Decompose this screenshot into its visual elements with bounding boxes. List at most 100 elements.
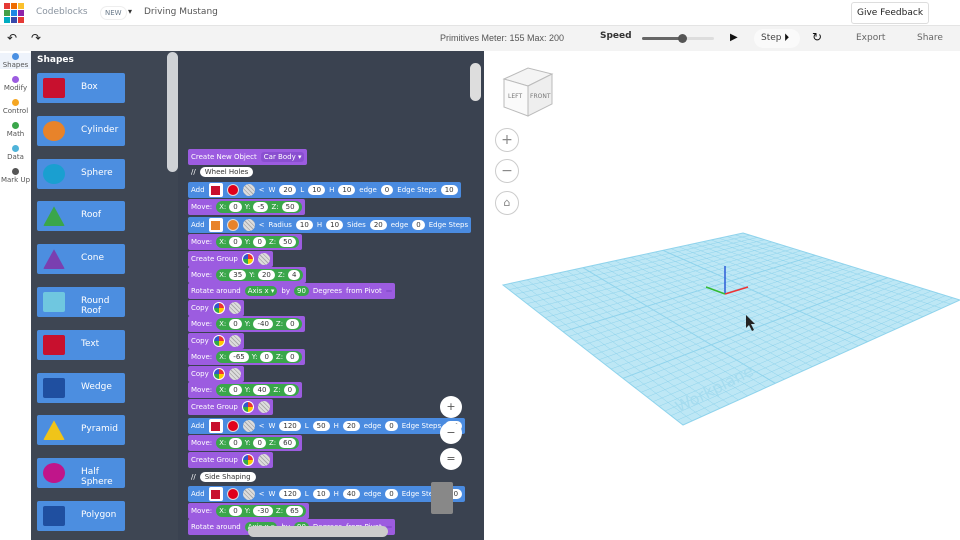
view-cube[interactable]: LEFT FRONT (502, 67, 554, 117)
coord-field[interactable]: -5 (253, 202, 269, 212)
shape-block-sphere[interactable]: Sphere (37, 158, 125, 189)
hole-toggle-icon[interactable] (228, 335, 241, 347)
shape-thumbnail-icon[interactable] (208, 419, 223, 433)
block-number-field[interactable]: 10 (312, 489, 330, 499)
hole-toggle-icon[interactable] (257, 401, 270, 413)
block-number-field[interactable]: 20 (369, 220, 387, 230)
redo-icon[interactable]: ↷ (31, 31, 42, 45)
category-modify[interactable]: Modify (0, 76, 31, 92)
tinkercad-logo[interactable] (4, 3, 24, 23)
block-number-field[interactable]: 50 (312, 421, 330, 431)
code-block[interactable]: Move: X: 0 Y: -40 Z: 0 (188, 316, 305, 332)
code-block[interactable]: Move: X: 35 Y: 20 Z: 4 (188, 267, 307, 283)
workspace-zoom-out-button[interactable]: − (440, 422, 462, 444)
color-swatch[interactable] (226, 488, 239, 500)
block-number-field[interactable]: 0 (385, 489, 398, 499)
block-number-field[interactable]: 10 (338, 185, 356, 195)
step-button[interactable]: Step ⏵ (754, 29, 800, 48)
code-block[interactable]: Move: X: 0 Y: -5 Z: 50 (188, 199, 305, 215)
give-feedback-button[interactable]: Give Feedback (851, 2, 929, 24)
view-zoom-out-button[interactable]: − (495, 159, 519, 183)
shape-thumbnail-icon[interactable] (208, 487, 223, 501)
coord-field[interactable]: 20 (257, 270, 275, 280)
flyout-scrollbar[interactable] (167, 52, 178, 172)
workspace-reset-zoom-button[interactable]: = (440, 448, 462, 470)
speed-knob[interactable] (677, 34, 687, 43)
coord-field[interactable]: 0 (229, 385, 242, 395)
block-number-field[interactable]: 10 (440, 185, 458, 195)
coord-field[interactable]: 0 (260, 352, 273, 362)
add-shape-block[interactable]: Add < W 20 L 10 H 10 edge 0 Edge Steps 10 (188, 182, 461, 198)
group-colors-icon[interactable] (241, 454, 254, 466)
code-workspace[interactable]: Create New Object Car Body ▾//Wheel Holes… (178, 51, 484, 540)
block-number-field[interactable]: 10 (445, 489, 463, 499)
block-number-field[interactable]: 10 (295, 220, 313, 230)
code-block[interactable]: Copy (188, 300, 244, 316)
category-shapes[interactable]: Shapes (0, 53, 31, 69)
undo-icon[interactable]: ↶ (7, 31, 18, 45)
project-title[interactable]: Driving Mustang (144, 7, 218, 17)
view-home-button[interactable]: ⌂ (495, 191, 519, 215)
play-button[interactable]: ▶ (730, 32, 738, 43)
code-block[interactable]: Create Group (188, 251, 273, 267)
code-block[interactable]: Create Group (188, 452, 273, 468)
block-number-field[interactable]: 10 (308, 185, 326, 195)
group-colors-icon[interactable] (212, 302, 225, 314)
block-dropdown[interactable] (385, 290, 392, 292)
block-dropdown[interactable] (385, 526, 392, 528)
comment-block[interactable]: //Wheel Holes (188, 164, 256, 180)
shape-thumbnail-icon[interactable] (208, 183, 223, 197)
code-block[interactable]: Copy (188, 366, 244, 382)
shape-block-polygon[interactable]: Polygon (37, 501, 125, 531)
code-block[interactable]: Move: X: 0 Y: 0 Z: 60 (188, 435, 303, 451)
block-number-field[interactable]: 120 (279, 421, 301, 431)
category-data[interactable]: Data (0, 145, 31, 161)
shape-block-roof[interactable]: Roof (37, 201, 125, 232)
share-button[interactable]: Share (917, 33, 943, 43)
add-shape-block[interactable]: Add < W 120 L 10 H 40 edge 0 Edge Steps 10 (188, 486, 466, 502)
block-number-field[interactable]: 40 (342, 489, 360, 499)
comment-text-field[interactable]: Wheel Holes (199, 167, 254, 177)
category-control[interactable]: Control (0, 99, 31, 115)
block-number-field[interactable]: 0 (412, 220, 425, 230)
coord-field[interactable]: 50 (281, 202, 299, 212)
color-swatch[interactable] (226, 184, 239, 196)
coord-field[interactable]: 35 (229, 270, 247, 280)
shape-block-cylinder[interactable]: Cylinder (37, 115, 125, 146)
color-swatch[interactable] (226, 219, 239, 231)
shape-block-wedge[interactable]: Wedge (37, 372, 125, 403)
coord-field[interactable]: 40 (253, 385, 271, 395)
hole-toggle-icon[interactable] (242, 219, 255, 231)
code-block[interactable]: Copy (188, 333, 244, 349)
category-mark-up[interactable]: Mark Up (0, 168, 31, 184)
group-colors-icon[interactable] (241, 401, 254, 413)
shape-block-pyramid[interactable]: Pyramid (37, 415, 125, 446)
block-number-field[interactable]: 0 (380, 185, 394, 195)
coord-field[interactable]: 0 (229, 319, 242, 329)
block-dropdown[interactable]: Car Body ▾ (260, 152, 305, 162)
coord-field[interactable]: 0 (253, 438, 266, 448)
coord-field[interactable]: 0 (286, 352, 299, 362)
hole-toggle-icon[interactable] (242, 488, 255, 500)
hole-toggle-icon[interactable] (228, 302, 241, 314)
comment-text-field[interactable]: Side Shaping (199, 472, 256, 482)
workspace-vertical-scrollbar[interactable] (470, 63, 481, 101)
hole-toggle-icon[interactable] (257, 253, 270, 265)
reset-icon[interactable]: ↻ (812, 30, 823, 44)
code-block[interactable]: Create New Object Car Body ▾ (188, 149, 308, 165)
coord-field[interactable]: 0 (229, 237, 242, 247)
code-block[interactable]: Move: X: 0 Y: -30 Z: 65 (188, 503, 309, 519)
chevron-down-icon[interactable]: ▾ (128, 7, 133, 16)
workspace-horizontal-scrollbar[interactable] (248, 526, 388, 537)
speed-slider[interactable] (642, 34, 714, 43)
shape-block-text[interactable]: Text (37, 329, 125, 360)
shape-block-cone[interactable]: Cone (37, 244, 125, 275)
block-number-field[interactable]: 10 (326, 220, 344, 230)
block-green-dropdown[interactable]: Axis x ▾ (244, 286, 278, 296)
coord-field[interactable]: -40 (253, 319, 273, 329)
coord-field[interactable]: 0 (286, 319, 299, 329)
view-zoom-in-button[interactable]: + (495, 128, 519, 152)
3d-viewport[interactable]: LEFT FRONT Workplane (484, 51, 960, 540)
coord-field[interactable]: 0 (283, 385, 297, 395)
hole-toggle-icon[interactable] (257, 454, 270, 466)
